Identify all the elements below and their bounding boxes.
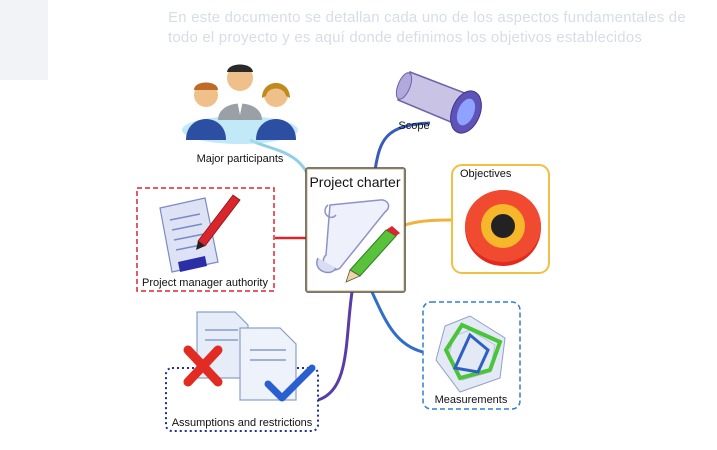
- faded-background-text: En este documento se detallan cada uno d…: [168, 8, 688, 48]
- scope-node: Scope: [395, 71, 482, 134]
- scope-label: Scope: [398, 120, 429, 132]
- measurements-label: Measurements: [435, 394, 508, 406]
- objectives-node: Objectives: [451, 164, 550, 274]
- documents-check-x-icon: [183, 311, 316, 402]
- faded-background-block-left: [0, 0, 48, 80]
- connector-measurements: [370, 291, 424, 354]
- background-line-2: todo el proyecto y es aquí donde definim…: [168, 29, 643, 46]
- authority-label: Project manager authority: [142, 277, 268, 289]
- center-label: Project charter: [309, 174, 400, 190]
- pencil-icon: [345, 226, 400, 283]
- document-pen-icon: [159, 194, 241, 273]
- objectives-label: Objectives: [460, 168, 512, 180]
- assumptions-label: Assumptions and restrictions: [172, 417, 313, 429]
- connector-assumptions: [317, 291, 354, 402]
- participants-label: Major participants: [197, 153, 284, 165]
- assumptions-node: Assumptions and restrictions: [165, 311, 319, 432]
- connector-scope: [373, 121, 431, 171]
- measurements-node: Measurements: [422, 301, 521, 410]
- people-icon: [186, 64, 296, 140]
- target-icon: [465, 190, 541, 266]
- radar-chart-icon: [435, 315, 506, 393]
- telescope-icon: [395, 71, 482, 134]
- scroll-icon: [316, 199, 390, 274]
- center-node: Project charter: [305, 167, 406, 293]
- background-line-1: En este documento se detallan cada uno d…: [168, 9, 686, 26]
- connector-objectives: [404, 218, 453, 227]
- authority-node: Project manager authority: [136, 187, 275, 292]
- participants-node: Major participants: [182, 64, 298, 165]
